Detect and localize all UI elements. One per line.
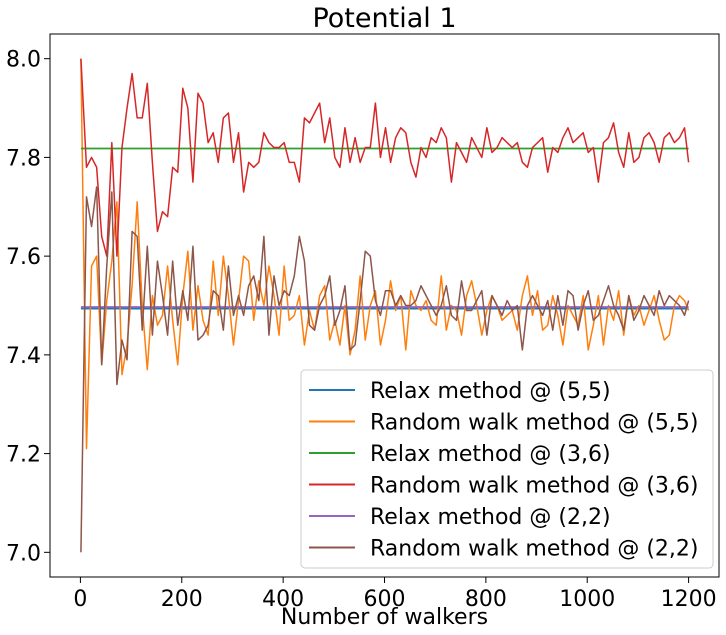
legend: Relax method @ (5,5) Random walk method @… bbox=[300, 369, 714, 569]
y-tick-label: 8.0 bbox=[6, 48, 41, 73]
x-tick-label: 400 bbox=[262, 587, 304, 612]
x-tick-label: 600 bbox=[364, 587, 406, 612]
chart-title: Potential 1 bbox=[312, 3, 456, 34]
legend-entry-label: Random walk method @ (5,5) bbox=[370, 411, 699, 436]
x-tick-label: 200 bbox=[161, 587, 203, 612]
series-line-6 bbox=[80, 186, 690, 553]
plot-area bbox=[80, 58, 690, 553]
legend-entry-label: Relax method @ (2,2) bbox=[370, 505, 611, 530]
x-tick-label: 1200 bbox=[661, 587, 717, 612]
y-tick-label: 7.2 bbox=[6, 443, 41, 468]
legend-box bbox=[300, 369, 714, 569]
series-line-4 bbox=[80, 58, 690, 257]
y-tick-label: 7.8 bbox=[6, 146, 41, 171]
y-tick-label: 7.0 bbox=[6, 541, 41, 566]
legend-entry-label: Random walk method @ (3,6) bbox=[370, 474, 699, 499]
legend-entry-label: Relax method @ (3,6) bbox=[370, 442, 611, 467]
y-tick-label: 7.6 bbox=[6, 245, 41, 270]
y-axis: 7.0 7.2 7.4 7.6 7.8 8.0 bbox=[6, 48, 50, 566]
y-tick-label: 7.4 bbox=[6, 344, 41, 369]
x-axis: 0 200 400 600 800 1000 1200 bbox=[73, 577, 717, 612]
x-axis-label: Number of walkers bbox=[281, 605, 488, 630]
x-tick-label: 0 bbox=[73, 587, 87, 612]
x-tick-label: 1000 bbox=[559, 587, 615, 612]
series-layer bbox=[80, 58, 690, 553]
legend-entry-label: Random walk method @ (2,2) bbox=[370, 537, 699, 562]
legend-entry-label: Relax method @ (5,5) bbox=[370, 379, 611, 404]
x-tick-label: 800 bbox=[465, 587, 507, 612]
